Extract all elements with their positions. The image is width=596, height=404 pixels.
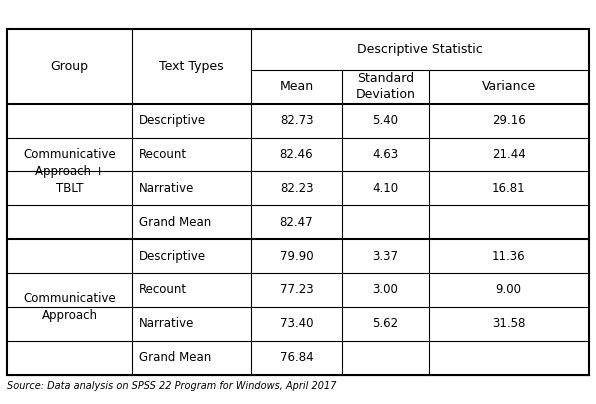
Text: 76.84: 76.84 [280, 351, 313, 364]
Text: Grand Mean: Grand Mean [139, 216, 211, 229]
Text: 4.10: 4.10 [372, 182, 399, 195]
Text: 29.16: 29.16 [492, 114, 526, 127]
Text: 5.40: 5.40 [372, 114, 399, 127]
Text: 82.73: 82.73 [280, 114, 313, 127]
Text: Communicative
Approach: Communicative Approach [23, 292, 116, 322]
Text: Group: Group [51, 60, 89, 73]
Text: Source: Data analysis on SPSS 22 Program for Windows, April 2017: Source: Data analysis on SPSS 22 Program… [7, 381, 337, 391]
Text: 4.63: 4.63 [372, 148, 399, 161]
Text: Descriptive Statistic: Descriptive Statistic [357, 43, 483, 56]
Text: Standard
Deviation: Standard Deviation [356, 72, 415, 101]
Text: 21.44: 21.44 [492, 148, 526, 161]
Text: Narrative: Narrative [139, 317, 194, 330]
Text: 82.23: 82.23 [280, 182, 313, 195]
Text: 5.62: 5.62 [372, 317, 399, 330]
Text: 3.37: 3.37 [372, 250, 399, 263]
Text: Text Types: Text Types [159, 60, 224, 73]
Text: 73.40: 73.40 [280, 317, 313, 330]
Text: 11.36: 11.36 [492, 250, 526, 263]
Text: Descriptive: Descriptive [139, 250, 206, 263]
Text: 77.23: 77.23 [280, 283, 313, 297]
Text: 9.00: 9.00 [496, 283, 522, 297]
Text: Variance: Variance [482, 80, 536, 93]
Text: 82.47: 82.47 [280, 216, 313, 229]
Text: 31.58: 31.58 [492, 317, 525, 330]
Text: Recount: Recount [139, 283, 187, 297]
Text: 16.81: 16.81 [492, 182, 526, 195]
Text: 82.46: 82.46 [280, 148, 313, 161]
Text: Communicative
Approach +
TBLT: Communicative Approach + TBLT [23, 148, 116, 195]
Text: Grand Mean: Grand Mean [139, 351, 211, 364]
Text: 3.00: 3.00 [372, 283, 399, 297]
Text: 79.90: 79.90 [280, 250, 313, 263]
Text: Narrative: Narrative [139, 182, 194, 195]
Text: Mean: Mean [280, 80, 313, 93]
Text: Recount: Recount [139, 148, 187, 161]
Text: Descriptive: Descriptive [139, 114, 206, 127]
